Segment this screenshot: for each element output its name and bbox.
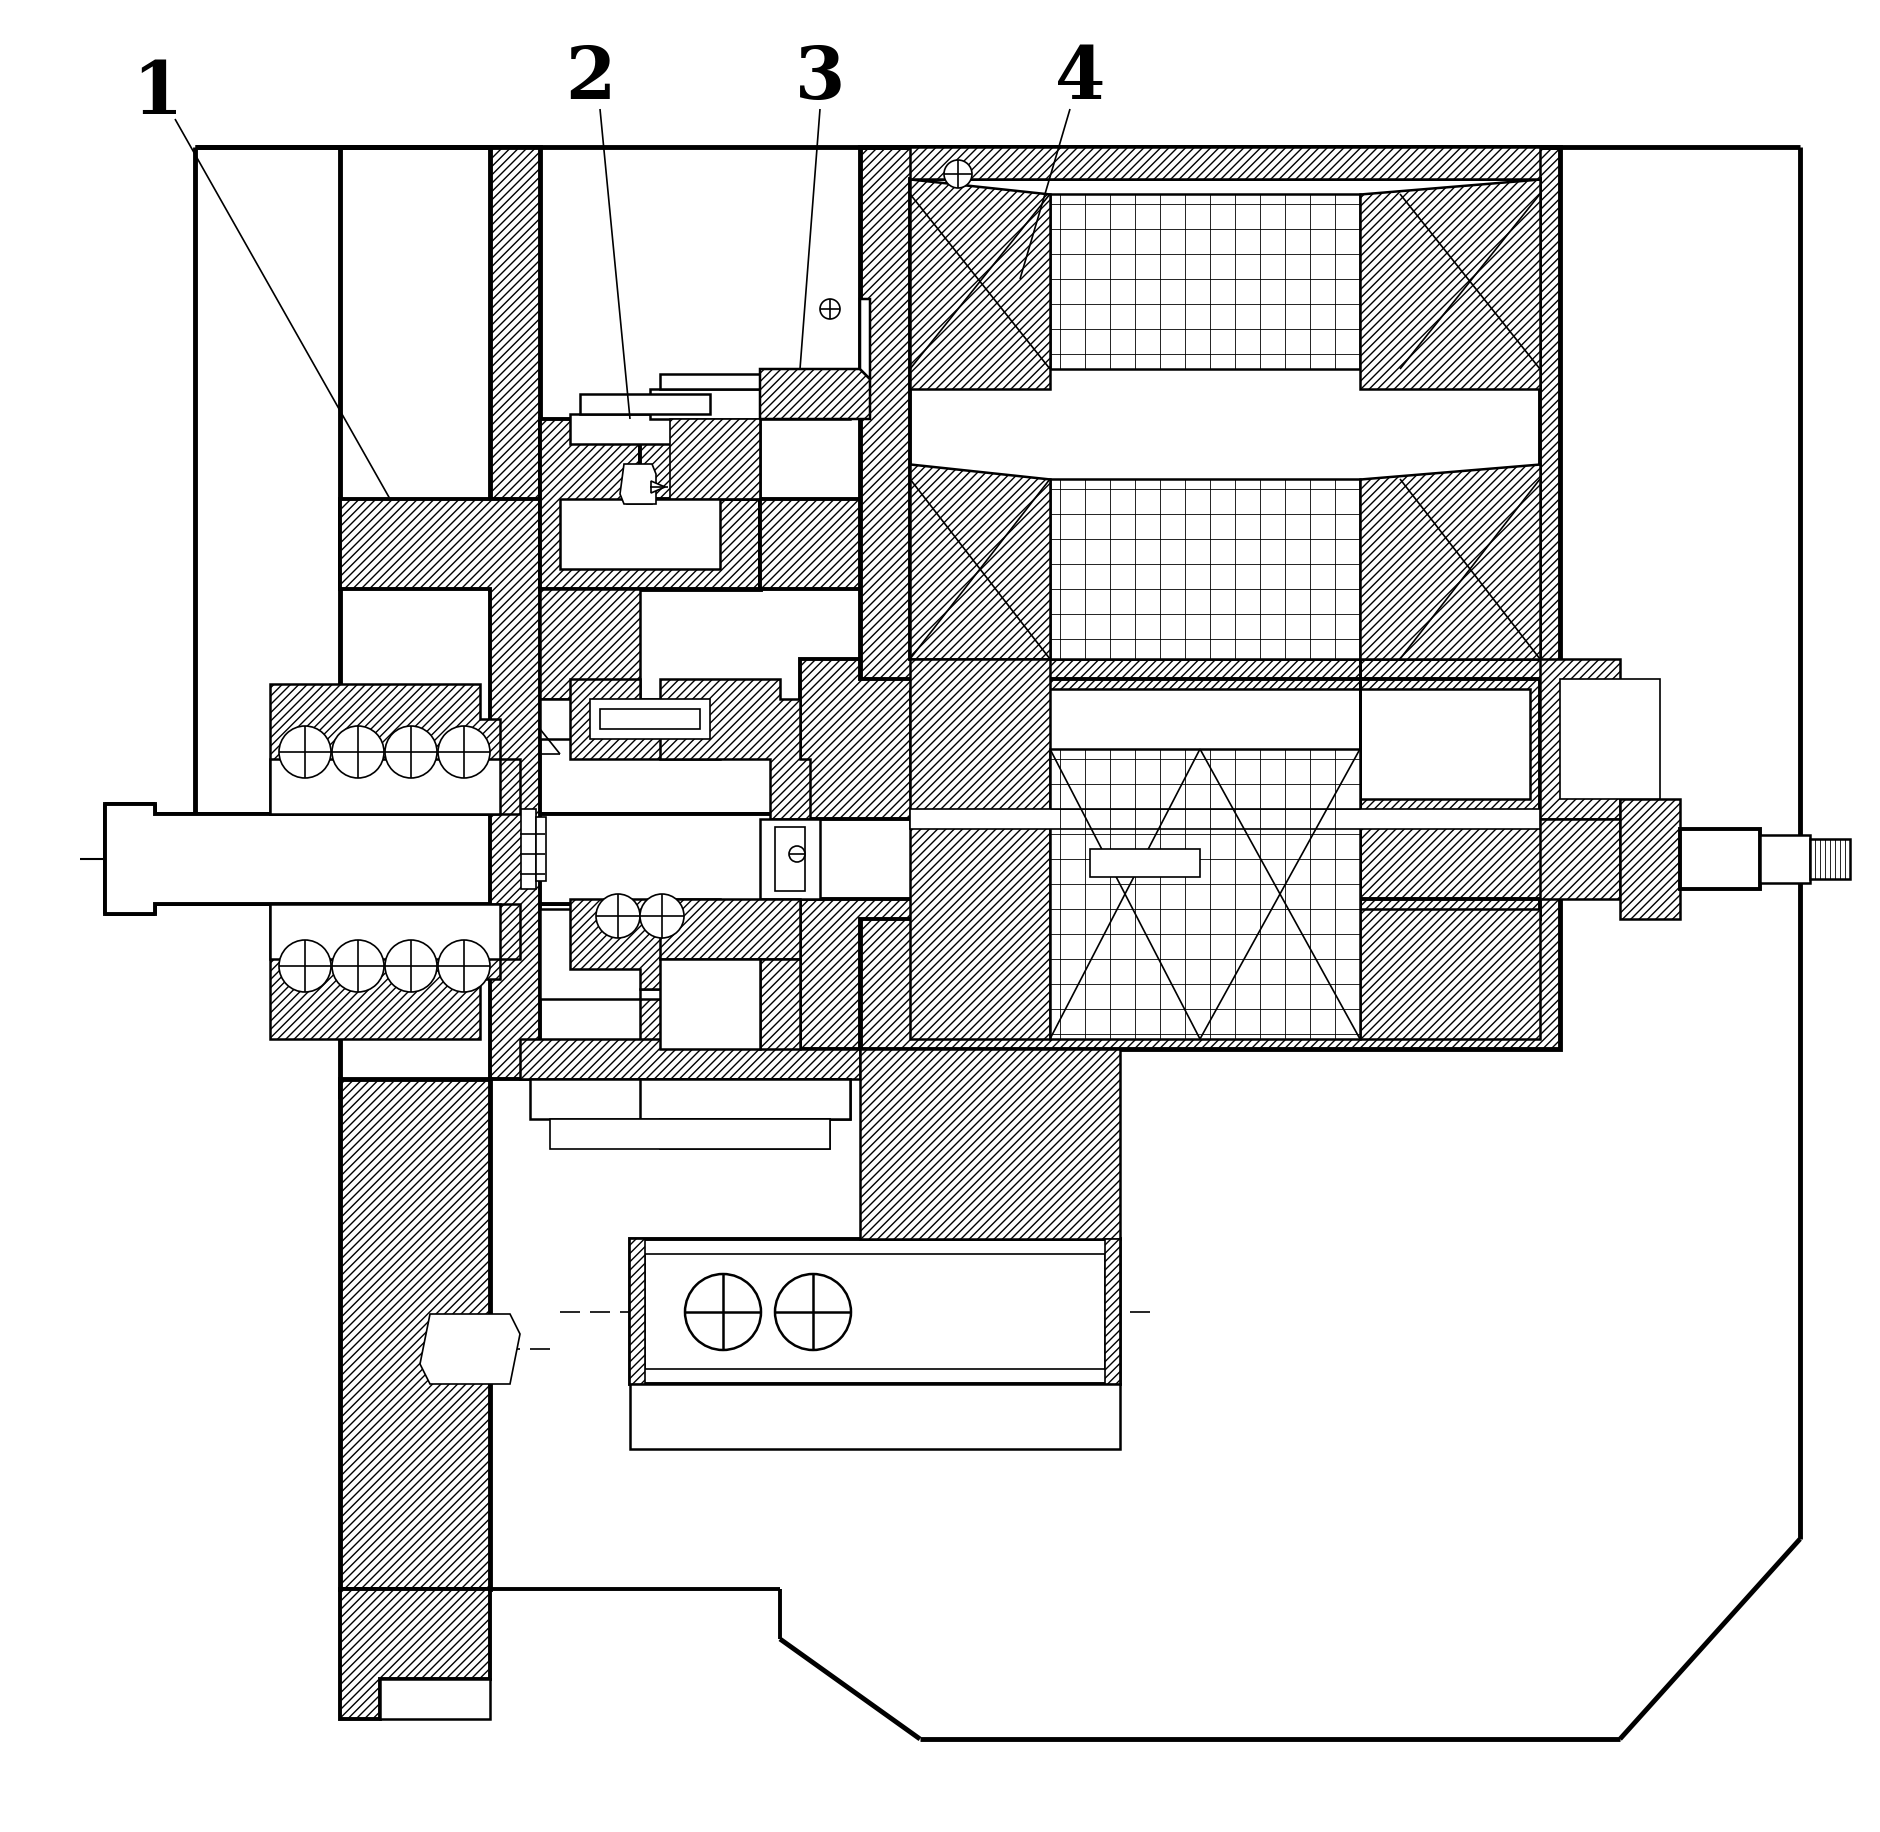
Polygon shape [521, 1039, 859, 1079]
Polygon shape [630, 1238, 645, 1385]
Polygon shape [620, 465, 656, 506]
Bar [760, 819, 820, 900]
Bar [600, 709, 699, 729]
Polygon shape [540, 420, 760, 590]
Polygon shape [540, 909, 720, 1000]
Polygon shape [660, 960, 760, 1050]
Text: 4: 4 [1055, 42, 1105, 114]
Bar [660, 376, 840, 390]
Polygon shape [105, 804, 1120, 914]
Bar [1760, 835, 1810, 883]
Polygon shape [859, 1050, 1120, 1238]
Bar [570, 414, 720, 445]
Polygon shape [340, 148, 760, 590]
Polygon shape [1621, 799, 1681, 920]
Polygon shape [1051, 194, 1359, 370]
Polygon shape [1359, 660, 1540, 1039]
Bar [910, 810, 1540, 830]
Bar [660, 1119, 829, 1149]
Polygon shape [639, 420, 859, 590]
Circle shape [438, 727, 491, 779]
Bar [1560, 680, 1660, 799]
Bar [630, 1385, 1120, 1449]
Polygon shape [440, 1319, 500, 1379]
Bar [271, 760, 500, 815]
Bar [628, 469, 652, 506]
Circle shape [639, 894, 684, 938]
Polygon shape [1540, 660, 1621, 819]
Polygon shape [910, 180, 1051, 390]
Polygon shape [1051, 480, 1359, 660]
Circle shape [333, 727, 384, 779]
Circle shape [333, 940, 384, 993]
Polygon shape [859, 148, 1560, 1050]
Bar [590, 700, 711, 740]
Polygon shape [1359, 180, 1540, 390]
Bar [540, 700, 639, 740]
Polygon shape [910, 148, 1540, 180]
Bar [521, 810, 536, 890]
Bar [1090, 850, 1199, 878]
Circle shape [596, 894, 639, 938]
Polygon shape [910, 660, 1051, 1039]
Polygon shape [419, 1314, 521, 1385]
Bar [910, 689, 1530, 799]
Polygon shape [540, 590, 639, 700]
Polygon shape [570, 900, 720, 989]
Bar [630, 1238, 1120, 1385]
Polygon shape [660, 900, 801, 960]
Circle shape [278, 940, 331, 993]
Polygon shape [910, 465, 1051, 660]
Circle shape [944, 161, 972, 189]
Polygon shape [570, 680, 720, 760]
Polygon shape [1051, 749, 1359, 1039]
Polygon shape [1540, 819, 1621, 900]
Bar [645, 1255, 1105, 1369]
Circle shape [278, 727, 331, 779]
Polygon shape [660, 680, 810, 819]
Circle shape [385, 940, 436, 993]
Polygon shape [1105, 1238, 1120, 1385]
Text: 3: 3 [795, 42, 846, 114]
Circle shape [790, 846, 805, 863]
Text: 2: 2 [564, 42, 615, 114]
Circle shape [820, 300, 840, 321]
Polygon shape [801, 660, 1540, 819]
Polygon shape [760, 960, 801, 1050]
Polygon shape [639, 1000, 850, 1079]
Polygon shape [910, 180, 1540, 660]
Bar [560, 500, 720, 570]
Bar [551, 1119, 829, 1149]
Bar [1810, 839, 1850, 879]
Polygon shape [380, 1680, 491, 1718]
Polygon shape [340, 1079, 491, 1588]
Polygon shape [801, 900, 1540, 1050]
Bar [536, 817, 545, 881]
Bar [650, 390, 850, 420]
Polygon shape [340, 1588, 491, 1718]
Polygon shape [271, 685, 521, 815]
Text: 1: 1 [132, 57, 182, 128]
Polygon shape [650, 482, 666, 495]
Polygon shape [1359, 465, 1540, 660]
Polygon shape [760, 370, 870, 420]
Bar [271, 905, 500, 960]
Bar [1681, 830, 1760, 890]
Bar [775, 828, 805, 892]
Polygon shape [669, 420, 760, 500]
Polygon shape [271, 905, 521, 1039]
Polygon shape [340, 500, 540, 1079]
Polygon shape [859, 300, 870, 379]
Circle shape [385, 727, 436, 779]
Circle shape [775, 1275, 852, 1350]
Circle shape [438, 940, 491, 993]
Bar [581, 394, 711, 414]
Bar [639, 1079, 850, 1119]
Bar [530, 1079, 850, 1119]
Circle shape [684, 1275, 761, 1350]
